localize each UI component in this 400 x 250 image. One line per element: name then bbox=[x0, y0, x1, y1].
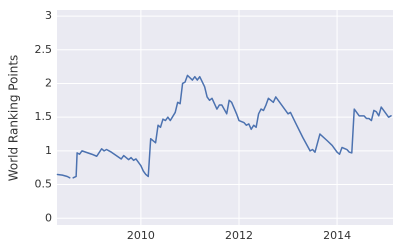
y-tick-label: 1.5 bbox=[35, 110, 53, 123]
y-tick-label: 0.5 bbox=[35, 178, 53, 191]
data-line bbox=[56, 74, 392, 179]
y-tick-label: 3 bbox=[45, 9, 52, 22]
y-tick-label: 0 bbox=[45, 211, 52, 224]
y-axis-label: World Ranking Points bbox=[7, 55, 21, 182]
y-tick-label: 1 bbox=[45, 144, 52, 157]
y-tick-label: 2.5 bbox=[35, 43, 53, 56]
x-tick-label: 2010 bbox=[127, 229, 155, 242]
y-tick-label: 2 bbox=[45, 76, 52, 89]
x-tick-label: 2014 bbox=[323, 229, 351, 242]
x-tick-label: 2012 bbox=[225, 229, 253, 242]
